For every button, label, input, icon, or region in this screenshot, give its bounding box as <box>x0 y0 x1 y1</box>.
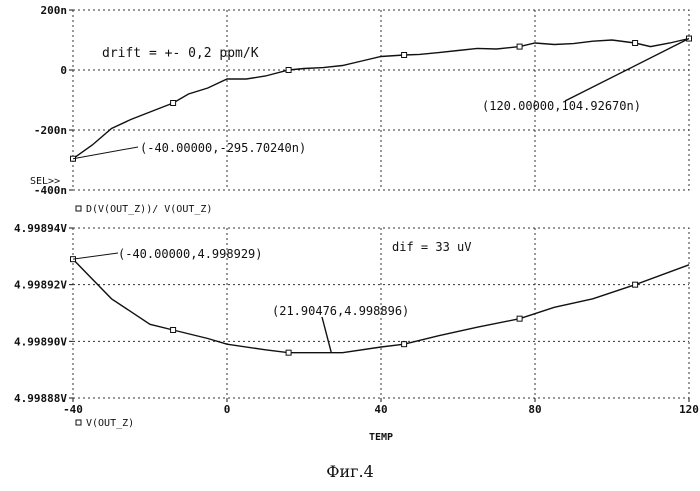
y-tick-label: 4.99890V <box>14 335 67 348</box>
y-tick-label: 4.99892V <box>14 279 67 292</box>
cursor-label-mid: (21.90476,4.998896) <box>272 304 409 318</box>
x-tick-label: 40 <box>374 403 387 416</box>
drift-annotation: drift = +- 0,2 ppm/K <box>102 46 259 61</box>
series-marker <box>633 282 638 287</box>
x-tick-label: -40 <box>63 403 83 416</box>
series-marker <box>402 53 407 58</box>
y-tick-label: -200n <box>34 124 67 137</box>
cursor-label-left-bottom: (-40.00000,4.998929) <box>118 247 263 261</box>
trace-label-top: D(V(OUT_Z))/ V(OUT_Z) <box>86 204 212 215</box>
sel-label: SEL>> <box>30 176 60 187</box>
x-axis-label: TEMP <box>369 432 393 443</box>
series-marker <box>517 44 522 49</box>
series-marker <box>171 328 176 333</box>
series-marker <box>517 316 522 321</box>
y-tick-label: 4.99888V <box>14 392 67 405</box>
x-tick-label: 120 <box>679 403 699 416</box>
y-tick-label: 200n <box>41 4 68 17</box>
series-marker <box>633 41 638 46</box>
y-tick-label: 0 <box>60 64 67 77</box>
trace-label-bottom: V(OUT_Z) <box>86 418 134 429</box>
cursor-leader-mid <box>322 317 331 353</box>
cursor-leader-left-bottom <box>73 253 118 259</box>
series-marker <box>286 68 291 73</box>
dif-annotation: dif = 33 uV <box>392 240 471 254</box>
series-marker <box>171 101 176 106</box>
series-marker <box>286 350 291 355</box>
y-tick-label: 4.99894V <box>14 222 67 235</box>
trace-legend-marker-top <box>76 206 81 211</box>
x-tick-label: 80 <box>528 403 541 416</box>
figure-caption: Фиг.4 <box>0 462 700 481</box>
cursor-leader-left <box>73 147 138 159</box>
x-tick-label: 0 <box>224 403 231 416</box>
cursor-label-right: (120.00000,104.92670n) <box>482 99 641 113</box>
series-marker <box>402 342 407 347</box>
trace-legend-marker-bottom <box>76 420 81 425</box>
cursor-label-left: (-40.00000,-295.70240n) <box>140 141 306 155</box>
